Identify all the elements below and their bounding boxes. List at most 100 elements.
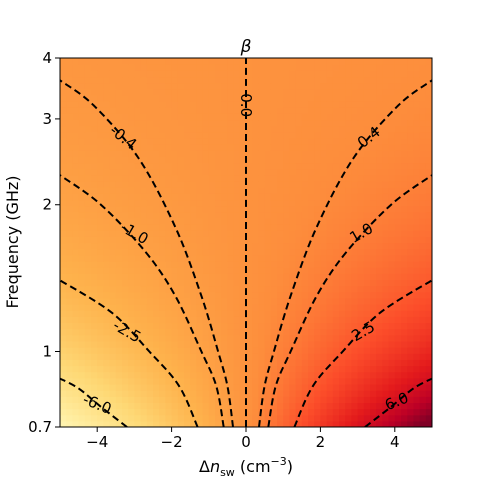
heatmap-cell bbox=[84, 236, 92, 244]
heatmap-cell bbox=[227, 242, 235, 250]
heatmap-cell bbox=[264, 414, 272, 422]
heatmap-cell bbox=[370, 248, 377, 256]
heatmap-cell bbox=[388, 408, 396, 416]
heatmap-cell bbox=[115, 88, 123, 96]
heatmap-cell bbox=[122, 150, 129, 157]
heatmap-cell bbox=[388, 174, 396, 182]
heatmap-cell bbox=[277, 408, 284, 416]
heatmap-cell bbox=[419, 168, 427, 176]
heatmap-cell bbox=[277, 347, 284, 354]
heatmap-cell bbox=[407, 211, 414, 219]
heatmap-cell bbox=[159, 371, 166, 379]
heatmap-cell bbox=[252, 144, 259, 151]
heatmap-cell bbox=[84, 365, 92, 373]
heatmap-cell bbox=[264, 88, 272, 96]
heatmap-cell bbox=[295, 119, 303, 127]
heatmap-cell bbox=[91, 371, 98, 379]
heatmap-cell bbox=[239, 217, 247, 225]
heatmap-cell bbox=[301, 144, 309, 151]
heatmap-cell bbox=[146, 285, 154, 293]
heatmap-cell bbox=[320, 88, 328, 96]
heatmap-cell bbox=[184, 260, 191, 268]
heatmap-cell bbox=[363, 88, 371, 96]
contour-line bbox=[267, 174, 432, 427]
heatmap-cell bbox=[153, 353, 160, 360]
heatmap-cell bbox=[109, 76, 117, 84]
heatmap-cell bbox=[140, 174, 148, 182]
heatmap-cell bbox=[115, 230, 123, 237]
heatmap-cell bbox=[97, 267, 104, 274]
heatmap-cell bbox=[258, 322, 266, 330]
heatmap-cell bbox=[413, 396, 421, 403]
heatmap-cell bbox=[177, 113, 185, 121]
heatmap-cell bbox=[363, 119, 371, 127]
heatmap-cell bbox=[153, 181, 160, 188]
heatmap-cell bbox=[425, 137, 432, 145]
heatmap-cell bbox=[78, 279, 86, 287]
heatmap-cell bbox=[115, 279, 123, 287]
heatmap-cell bbox=[66, 390, 73, 397]
heatmap-cell bbox=[357, 113, 365, 121]
heatmap-cell bbox=[345, 267, 352, 274]
heatmap-cell bbox=[289, 383, 297, 391]
heatmap-cell bbox=[60, 82, 67, 90]
heatmap-cell bbox=[283, 181, 290, 188]
heatmap-cell bbox=[184, 187, 191, 194]
heatmap-cell bbox=[128, 267, 135, 274]
heatmap-cell bbox=[66, 150, 73, 157]
heatmap-cell bbox=[122, 402, 129, 410]
heatmap-cell bbox=[239, 316, 247, 324]
heatmap-cell bbox=[394, 156, 402, 164]
heatmap-cell bbox=[246, 137, 253, 145]
heatmap-cell bbox=[66, 267, 73, 274]
heatmap-cell bbox=[60, 217, 67, 225]
heatmap-cell bbox=[345, 273, 352, 280]
heatmap-cell bbox=[363, 76, 371, 84]
heatmap-cell bbox=[227, 230, 235, 237]
heatmap-cell bbox=[394, 365, 402, 373]
heatmap-cell bbox=[314, 224, 321, 231]
heatmap-cell bbox=[370, 94, 377, 102]
contour-line bbox=[60, 174, 225, 427]
heatmap-cell bbox=[413, 88, 421, 96]
heatmap-cell bbox=[283, 328, 290, 336]
heatmap-cell bbox=[208, 193, 216, 201]
heatmap-cell bbox=[103, 371, 111, 379]
heatmap-cell bbox=[339, 285, 346, 293]
heatmap-cell bbox=[66, 408, 73, 416]
heatmap-cell bbox=[246, 267, 253, 274]
heatmap-cell bbox=[301, 88, 309, 96]
heatmap-cell bbox=[78, 297, 86, 305]
heatmap-cell bbox=[382, 279, 390, 287]
heatmap-cell bbox=[320, 260, 328, 268]
heatmap-cell bbox=[301, 310, 309, 317]
heatmap-cell bbox=[221, 402, 228, 410]
heatmap-cell bbox=[407, 371, 414, 379]
heatmap-cell bbox=[84, 242, 92, 250]
heatmap-cell bbox=[60, 230, 67, 237]
heatmap-cell bbox=[115, 377, 123, 385]
heatmap-cell bbox=[339, 340, 346, 348]
heatmap-cell bbox=[413, 70, 421, 78]
heatmap-cell bbox=[134, 137, 142, 145]
heatmap-cell bbox=[165, 144, 173, 151]
heatmap-cell bbox=[370, 101, 377, 108]
heatmap-cell bbox=[295, 113, 303, 121]
heatmap-cell bbox=[351, 64, 359, 71]
heatmap-cell bbox=[308, 119, 315, 127]
heatmap-cell bbox=[78, 402, 86, 410]
heatmap-cell bbox=[351, 199, 359, 207]
heatmap-cell bbox=[208, 217, 216, 225]
heatmap-cell bbox=[196, 70, 204, 78]
heatmap-cell bbox=[221, 199, 228, 207]
heatmap-cell bbox=[97, 193, 104, 201]
heatmap-cell bbox=[339, 359, 346, 367]
heatmap-cell bbox=[295, 193, 303, 201]
heatmap-cell bbox=[146, 304, 154, 311]
heatmap-cell bbox=[407, 408, 414, 416]
heatmap-cell bbox=[165, 193, 173, 201]
heatmap-cell bbox=[388, 162, 396, 170]
heatmap-cell bbox=[115, 101, 123, 108]
heatmap-cell bbox=[159, 310, 166, 317]
heatmap-cell bbox=[314, 181, 321, 188]
